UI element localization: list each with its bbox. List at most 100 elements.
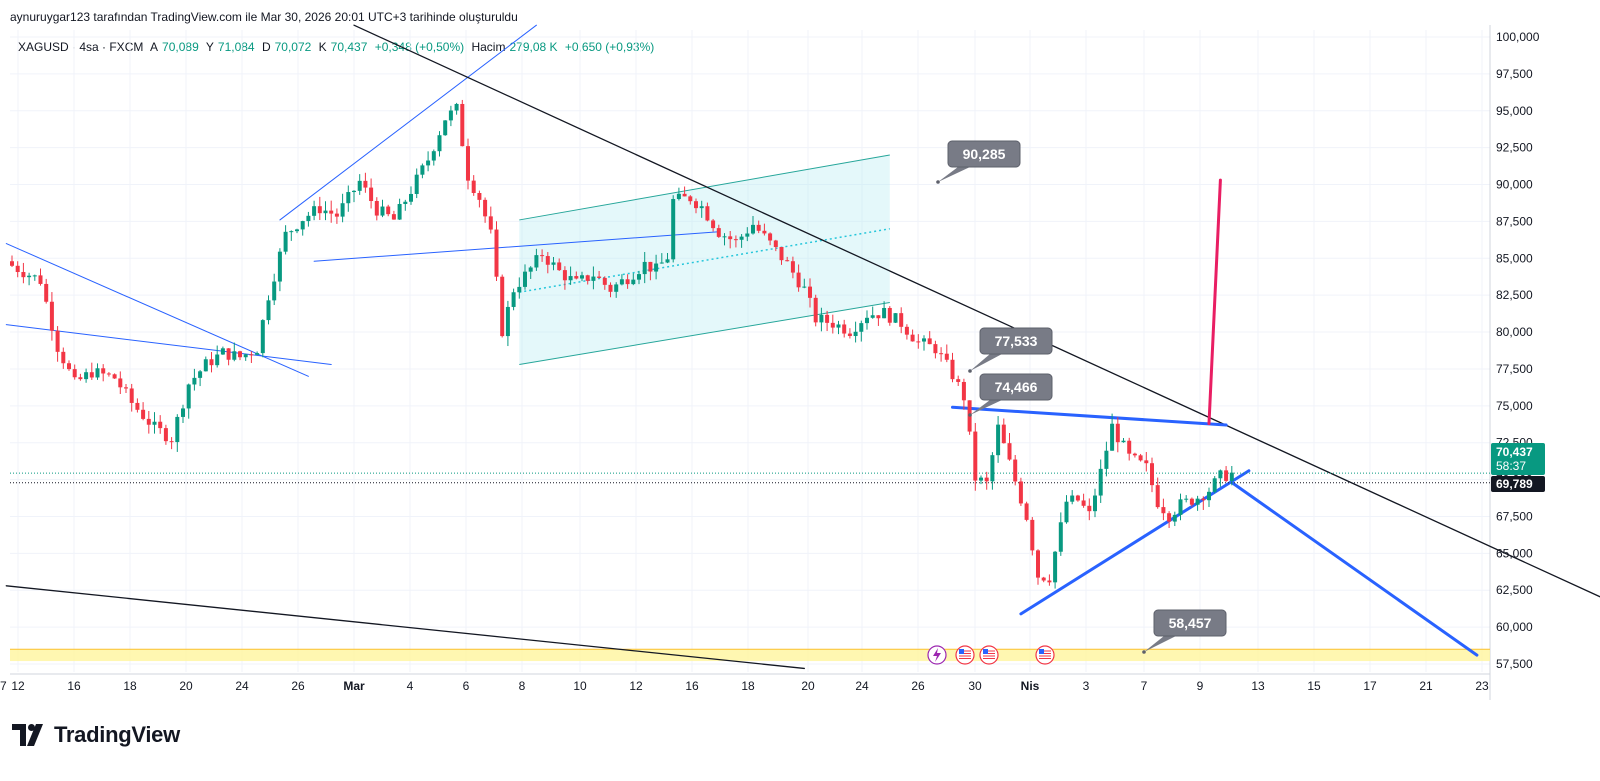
price-tick-label: 62,500: [1496, 583, 1533, 597]
tradingview-logo[interactable]: TradingView: [12, 722, 180, 748]
candle-body: [785, 260, 790, 262]
candle-body: [135, 402, 140, 410]
trendline-thick-blue: [1019, 469, 1251, 616]
candle: [1207, 487, 1211, 507]
candle: [420, 163, 425, 179]
candle-body: [49, 301, 54, 331]
candle: [1218, 469, 1223, 487]
flag-canton: [1039, 649, 1044, 654]
chart-snapshot-header: aynuruygar123 tarafından TradingView.com…: [10, 10, 518, 24]
callout-1: 90,285: [936, 140, 1021, 184]
candle-body: [1195, 498, 1200, 505]
candle-body: [790, 261, 795, 273]
candle: [961, 378, 966, 410]
candle-body: [967, 400, 972, 432]
callout-4: 58,457: [1142, 609, 1227, 654]
callout-pointer: [938, 167, 970, 182]
candle-body: [238, 351, 242, 358]
candle: [699, 200, 704, 218]
time-tick-label: 24: [855, 679, 869, 693]
trendline-thick-blue: [1230, 481, 1479, 657]
time-tick-label: 12: [11, 679, 25, 693]
candle-body: [517, 286, 522, 293]
candle-body: [243, 354, 248, 358]
callout-anchor: [968, 369, 972, 373]
candle: [676, 187, 681, 201]
candle-body: [397, 204, 402, 220]
candle: [580, 271, 584, 282]
callout-pointer: [970, 400, 1002, 415]
candle: [1167, 511, 1172, 529]
candle-body: [186, 384, 191, 409]
callout-value: 58,457: [1169, 615, 1212, 631]
candle-body: [1172, 514, 1177, 522]
symbol-name[interactable]: XAGUSD · 4sa · FXCM: [18, 40, 144, 54]
callout-box: [1153, 609, 1227, 637]
candle: [574, 271, 579, 280]
time-tick-label: 9: [1197, 679, 1204, 693]
volume-label: Hacim: [471, 40, 506, 54]
low-label: D: [261, 40, 271, 54]
candle-body: [961, 381, 966, 401]
time-tick-label: 27: [0, 679, 7, 693]
candle-body: [597, 276, 602, 278]
candle: [209, 351, 214, 373]
candle: [391, 210, 396, 220]
candle: [1030, 517, 1035, 556]
candle-body: [1070, 495, 1075, 502]
candle-body: [648, 261, 653, 272]
candle: [243, 353, 248, 361]
candle: [466, 138, 470, 190]
candle-body: [1161, 507, 1166, 514]
candle: [899, 307, 904, 334]
time-tick-label: 26: [911, 679, 925, 693]
candle-body: [876, 315, 881, 319]
candle-body: [1110, 423, 1115, 451]
candle: [397, 198, 402, 220]
candle-body: [676, 193, 681, 200]
candle: [876, 315, 881, 326]
candle-body: [580, 275, 584, 279]
candle: [614, 282, 619, 298]
candle-body: [568, 276, 573, 281]
candle: [927, 331, 932, 345]
candle: [124, 383, 128, 393]
candle: [813, 294, 818, 327]
trendline-thin-blue: [279, 24, 537, 221]
time-tick-label: Mar: [343, 679, 365, 693]
candle-body: [688, 196, 693, 202]
time-tick-label: 4: [407, 679, 414, 693]
candle: [72, 364, 77, 380]
candle: [1155, 477, 1160, 509]
candle: [101, 364, 106, 382]
candle-body: [494, 229, 499, 277]
candle-body: [1081, 500, 1086, 506]
candle-body: [369, 187, 374, 202]
candle-body: [260, 320, 265, 354]
candle-body: [84, 372, 89, 380]
candle-body: [1104, 450, 1109, 469]
candle: [186, 383, 191, 419]
time-tick-label: 17: [1363, 679, 1377, 693]
candle: [830, 314, 835, 334]
candle-body: [124, 387, 128, 389]
candle: [870, 306, 875, 319]
candle-body: [1212, 478, 1217, 492]
candle: [659, 253, 664, 264]
candle: [1075, 494, 1080, 502]
candle: [1053, 550, 1058, 589]
candle-body: [1121, 440, 1126, 443]
candle-body: [1018, 481, 1023, 504]
candle-body: [933, 344, 938, 354]
candle: [106, 372, 111, 377]
candle-body: [796, 272, 801, 288]
callout-box: [979, 327, 1053, 355]
candle: [705, 202, 710, 222]
candle-body: [865, 317, 869, 324]
candle-body: [409, 193, 413, 202]
candle-body: [272, 281, 277, 301]
candle-body: [540, 255, 545, 257]
candle-body: [312, 206, 317, 216]
candle-body: [500, 276, 505, 337]
